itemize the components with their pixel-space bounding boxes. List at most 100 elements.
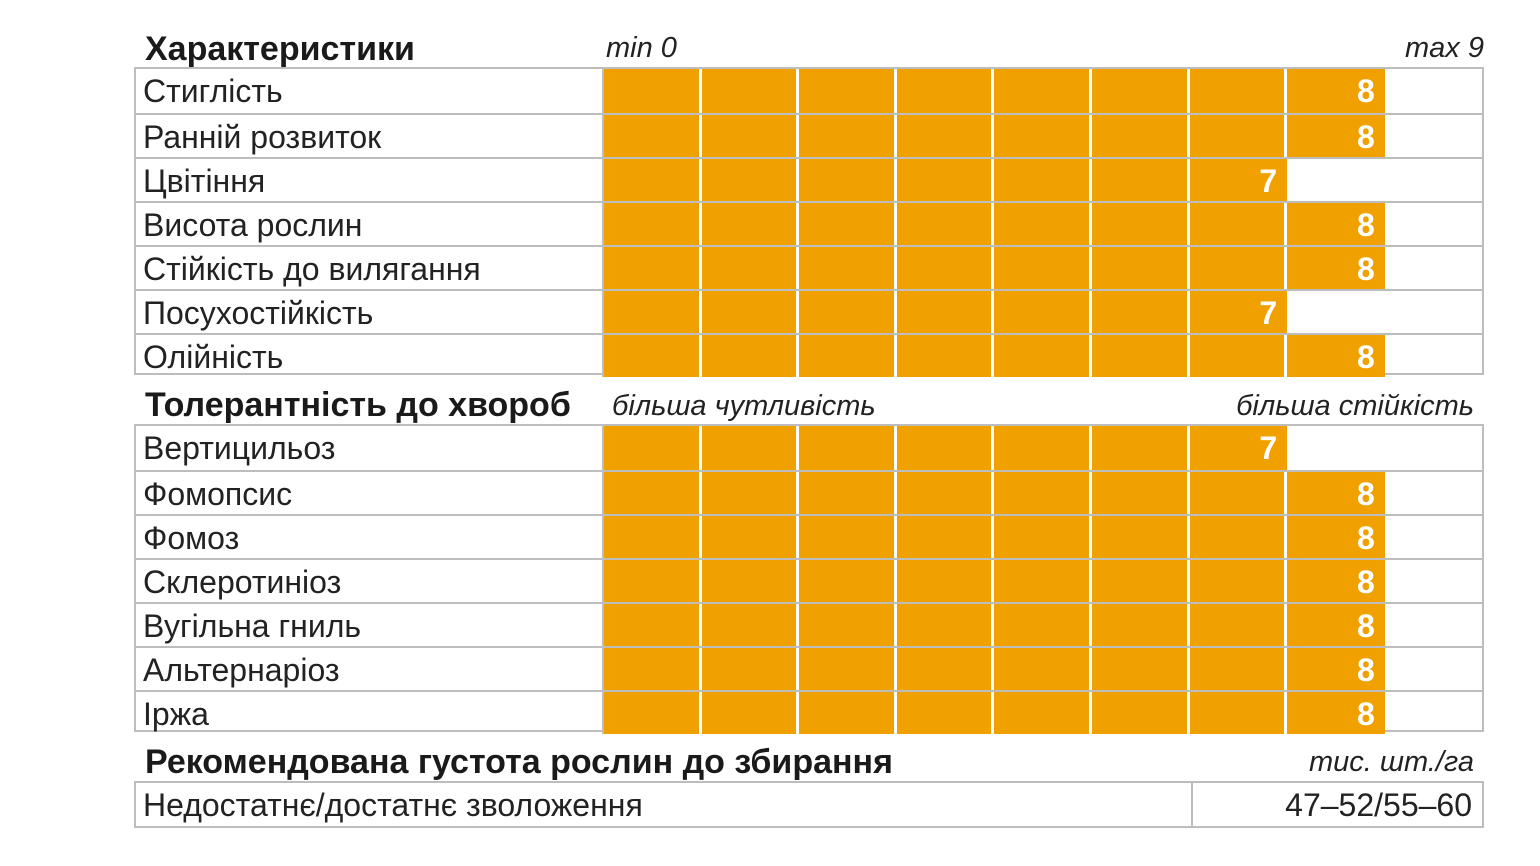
bar-segment bbox=[1092, 203, 1190, 245]
category-cell bbox=[136, 115, 604, 157]
bar-segment bbox=[701, 648, 800, 690]
bar-remainder bbox=[1385, 115, 1482, 157]
bar-segment bbox=[604, 247, 702, 289]
disease-tolerance-title: Толерантність до хвороб bbox=[145, 386, 571, 424]
bar-segment bbox=[1287, 247, 1385, 289]
bar-remainder bbox=[1385, 203, 1482, 245]
bar-segment bbox=[994, 604, 1092, 646]
bar-value-label: 8 bbox=[1356, 251, 1375, 287]
bar-row: Олійність 8 bbox=[136, 333, 1482, 377]
bar-segment bbox=[604, 516, 702, 558]
bar-segment bbox=[799, 560, 897, 602]
bar-segment bbox=[701, 291, 800, 333]
bar-segment bbox=[604, 426, 702, 470]
bar-remainder bbox=[1385, 247, 1482, 289]
bar-segment bbox=[896, 560, 995, 602]
bar-segment bbox=[1092, 426, 1190, 470]
bar-segment bbox=[994, 472, 1092, 514]
bar-segment bbox=[799, 203, 897, 245]
bar-segment bbox=[1189, 426, 1288, 470]
bar-segment bbox=[701, 692, 800, 734]
bar-segment bbox=[1287, 69, 1385, 113]
bar-remainder bbox=[1385, 472, 1482, 514]
bar-segment bbox=[701, 335, 800, 377]
bar-segment bbox=[994, 648, 1092, 690]
bar-segment bbox=[1092, 472, 1190, 514]
bar-segment bbox=[1287, 604, 1385, 646]
bar-remainder bbox=[1287, 159, 1482, 201]
bar-row: Вертицильоз 7 bbox=[136, 426, 1482, 470]
bar-value-label: 8 bbox=[1356, 119, 1375, 155]
bar-segment bbox=[1189, 291, 1288, 333]
bar-segment bbox=[701, 159, 800, 201]
category-label: Іржа bbox=[143, 696, 209, 732]
bar-value-label: 8 bbox=[1356, 608, 1375, 644]
bar-remainder bbox=[1385, 692, 1482, 734]
bar-segment bbox=[994, 247, 1092, 289]
bar-segment bbox=[604, 335, 702, 377]
category-label: Стійкість до вилягання bbox=[143, 251, 481, 287]
bar-segment bbox=[1287, 115, 1385, 157]
category-label: Вугільна гниль bbox=[143, 608, 362, 644]
more-resistant-label: більша стійкість bbox=[1236, 390, 1474, 422]
category-label: Фомопсис bbox=[143, 476, 293, 512]
bar-row: Іржа 8 bbox=[136, 690, 1482, 734]
category-cell bbox=[136, 335, 604, 377]
bar-value-label: 8 bbox=[1356, 564, 1375, 600]
category-label: Вертицильоз bbox=[143, 430, 336, 466]
bar-segment bbox=[604, 291, 702, 333]
bar-value-label: 7 bbox=[1259, 163, 1278, 199]
bar-remainder bbox=[1385, 335, 1482, 377]
bar-segment bbox=[896, 692, 995, 734]
bar-segment bbox=[896, 115, 995, 157]
bar-remainder bbox=[1385, 648, 1482, 690]
bar-row: Стійкість до вилягання 8 bbox=[136, 245, 1482, 289]
bar-segment bbox=[1287, 516, 1385, 558]
bar-remainder bbox=[1385, 604, 1482, 646]
bar-segment bbox=[701, 560, 800, 602]
bar-segment bbox=[1189, 247, 1288, 289]
bar-segment bbox=[1092, 291, 1190, 333]
bar-segment bbox=[701, 516, 800, 558]
bar-segment bbox=[701, 203, 800, 245]
bar-segment bbox=[1287, 560, 1385, 602]
scale-max-label: max 9 bbox=[1405, 32, 1484, 64]
category-label: Стиглість bbox=[143, 73, 283, 109]
bar-segment bbox=[896, 335, 995, 377]
bar-segment bbox=[1092, 604, 1190, 646]
bar-segment bbox=[604, 604, 702, 646]
category-cell bbox=[136, 291, 604, 333]
bar-value-label: 7 bbox=[1259, 430, 1278, 466]
bar-segment bbox=[994, 69, 1092, 113]
category-cell bbox=[136, 516, 604, 558]
bar-segment bbox=[1189, 472, 1288, 514]
density-divider bbox=[1191, 783, 1193, 827]
bar-segment bbox=[799, 335, 897, 377]
bar-segment bbox=[1189, 159, 1288, 201]
bar-segment bbox=[1092, 648, 1190, 690]
bar-remainder bbox=[1385, 516, 1482, 558]
category-label: Альтернаріоз bbox=[143, 652, 340, 688]
bar-segment bbox=[604, 692, 702, 734]
density-table: Недостатнє/достатнє зволоження 47–52/55–… bbox=[134, 781, 1484, 828]
density-title: Рекомендована густота рослин до збирання bbox=[145, 743, 893, 781]
bar-value-label: 8 bbox=[1356, 207, 1375, 243]
bar-remainder bbox=[1287, 426, 1482, 470]
bar-segment bbox=[1189, 692, 1288, 734]
disease-tolerance-chart: Вертицильоз 7 Фомопсис 8 Фомоз 8 Склеротиніоз 8… bbox=[134, 424, 1484, 734]
bar-segment bbox=[604, 560, 702, 602]
bar-segment bbox=[1092, 159, 1190, 201]
bar-value-label: 7 bbox=[1259, 295, 1278, 331]
bar-segment bbox=[994, 291, 1092, 333]
bar-segment bbox=[604, 472, 702, 514]
characteristics-chart: Стиглість 8 Ранній розвиток 8 Цвітіння 7 Висот… bbox=[134, 67, 1484, 377]
bar-segment bbox=[1092, 516, 1190, 558]
bar-segment bbox=[994, 159, 1092, 201]
bar-segment bbox=[799, 247, 897, 289]
density-row: Недостатнє/достатнє зволоження 47–52/55–… bbox=[136, 783, 1482, 827]
bar-segment bbox=[799, 426, 897, 470]
bar-row: Висота рослин 8 bbox=[136, 201, 1482, 245]
bar-segment bbox=[896, 472, 995, 514]
bar-segment bbox=[799, 69, 897, 113]
bar-row: Альтернаріоз 8 bbox=[136, 646, 1482, 690]
